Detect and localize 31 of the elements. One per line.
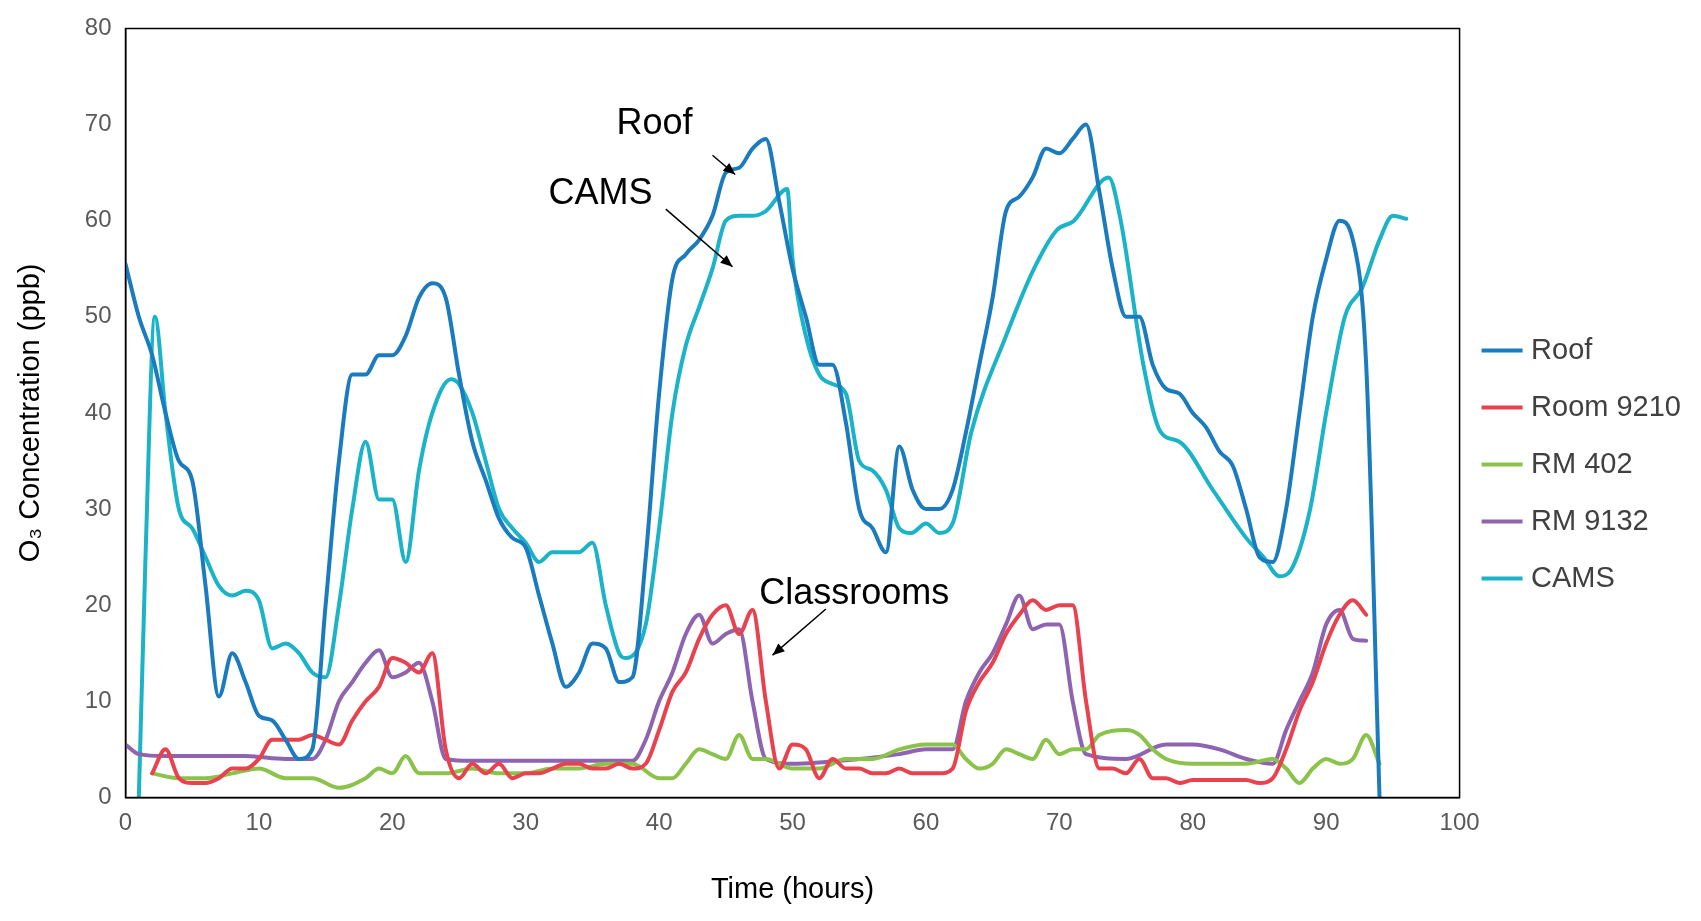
x-tick-label: 80 <box>1179 808 1207 836</box>
x-tick-label: 70 <box>1046 808 1073 836</box>
y-tick-label: 40 <box>84 397 112 425</box>
legend-label: RM 402 <box>1531 446 1633 479</box>
annotation: Classrooms <box>759 570 950 612</box>
y-tick-label: 80 <box>84 13 112 41</box>
y-axis-title: O₃ Concentration (ppb) <box>13 263 46 563</box>
legend-label: Roof <box>1531 332 1594 365</box>
x-tick-label: 100 <box>1439 808 1480 836</box>
y-tick-label: 0 <box>98 782 112 810</box>
x-tick-label: 90 <box>1312 808 1340 836</box>
x-tick-label: 30 <box>512 808 540 836</box>
y-tick-label: 60 <box>84 205 112 233</box>
y-tick-label: 50 <box>84 301 112 329</box>
x-tick-label: 20 <box>378 808 406 836</box>
annotation: CAMS <box>548 170 653 212</box>
y-tick-label: 70 <box>84 109 112 137</box>
y-tick-label: 10 <box>84 685 112 713</box>
x-axis-title: Time (hours) <box>710 871 875 904</box>
x-tick-label: 60 <box>912 808 940 836</box>
x-tick-label: 50 <box>779 808 806 836</box>
legend-label: CAMS <box>1531 560 1615 593</box>
x-tick-label: 0 <box>118 808 133 836</box>
y-tick-label: 30 <box>84 493 112 521</box>
legend-label: Room 9210 <box>1531 389 1682 422</box>
x-tick-label: 10 <box>245 808 273 836</box>
y-tick-label: 20 <box>84 589 112 617</box>
line-series <box>150 728 1382 790</box>
annotation: Roof <box>616 101 694 143</box>
legend-label: RM 9132 <box>1531 503 1649 536</box>
x-tick-label: 40 <box>645 808 673 836</box>
